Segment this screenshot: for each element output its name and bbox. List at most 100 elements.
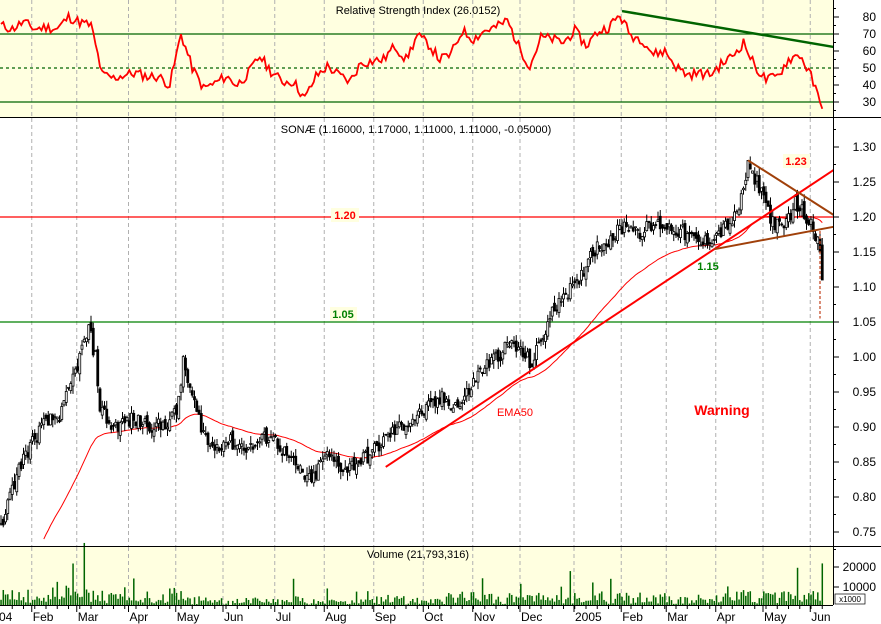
volume-bar (711, 599, 713, 605)
volume-bar (603, 599, 605, 605)
volume-bar (335, 601, 338, 605)
volume-bar (432, 603, 434, 605)
candle-body (424, 404, 428, 420)
volume-bar (218, 600, 221, 605)
x-tick-label: Dec (521, 610, 542, 624)
volume-bar (803, 594, 806, 605)
volume-bar (9, 599, 11, 605)
candle-body (197, 409, 201, 415)
candle-body (816, 236, 820, 244)
candle-body (321, 458, 325, 463)
volume-bar (457, 597, 459, 605)
candle-body (627, 229, 631, 232)
candle-body (393, 424, 397, 435)
candle-body (604, 243, 608, 247)
candle-body (514, 340, 518, 352)
volume-bar (520, 583, 522, 605)
volume-bar (569, 571, 572, 605)
candle-body (431, 398, 435, 401)
candle-body (755, 175, 759, 182)
candle-body (220, 448, 223, 451)
candle-body (640, 236, 644, 241)
volume-bar (787, 591, 790, 605)
candle-body (251, 446, 255, 450)
candle-body (316, 463, 320, 481)
candle-body (152, 429, 156, 437)
candle-body (6, 499, 10, 514)
candle-body (211, 441, 214, 446)
candle-body (481, 371, 484, 374)
ema50-line (43, 215, 823, 540)
volume-bar (254, 597, 257, 605)
volume-bar (205, 597, 207, 605)
candle-body (40, 422, 43, 426)
volume-bar (767, 593, 770, 605)
candle-body (323, 455, 327, 460)
candle-body (105, 408, 109, 424)
volume-bar (819, 600, 821, 605)
volume-bar (133, 578, 135, 605)
volume-bar (407, 603, 410, 605)
candle-body (798, 207, 802, 212)
volume-bar (200, 600, 203, 605)
volume-bar (515, 596, 518, 605)
candle-body (94, 350, 97, 352)
volume-bar (162, 594, 164, 605)
volume-bar (130, 600, 133, 605)
candle-body (685, 233, 689, 244)
volume-bar (202, 600, 205, 605)
volume-bar (799, 600, 801, 605)
volume-bar (506, 597, 509, 605)
candle-body (118, 422, 122, 436)
volume-bar (79, 597, 81, 605)
candle-body (22, 453, 25, 465)
volume-bar (124, 587, 126, 605)
volume-bar (677, 599, 680, 605)
candle-body (364, 450, 367, 453)
volume-bar (529, 595, 531, 605)
candle-body (226, 442, 230, 445)
candle-body (800, 204, 804, 210)
candle-body (769, 204, 772, 224)
candle-body (103, 405, 106, 410)
volume-bar (578, 597, 581, 605)
candle-body (519, 346, 523, 349)
volume-bar (486, 599, 488, 605)
volume-bar (128, 597, 131, 605)
volume-bar (43, 597, 45, 605)
volume-bar (328, 600, 331, 605)
volume-bar (193, 597, 196, 605)
candle-body (267, 440, 271, 443)
volume-bar (466, 601, 468, 605)
candle-body (53, 416, 57, 419)
volume-bar (511, 594, 513, 605)
volume-bar (713, 600, 716, 605)
volume-bar (648, 601, 650, 605)
volume-bar (398, 598, 401, 605)
volume-bar (92, 590, 95, 605)
candle-body (375, 441, 379, 447)
volume-bar (670, 600, 673, 605)
candle-body (202, 430, 205, 432)
volume-bar (758, 598, 761, 605)
candle-body (190, 390, 194, 396)
volume-bar (594, 595, 596, 605)
candle-body (368, 454, 372, 466)
candle-body (283, 446, 286, 455)
volume-bar (544, 600, 547, 605)
volume-bar (139, 599, 142, 605)
candle-body (742, 187, 745, 191)
volume-bar (742, 590, 745, 605)
candle-body (526, 351, 529, 358)
candle-body (4, 513, 7, 523)
x-tick-label: Oct (424, 610, 443, 624)
candle-body (726, 218, 730, 230)
volume-bar (551, 598, 554, 605)
volume-bar (666, 602, 668, 605)
candle-body (667, 223, 671, 228)
candle-body (575, 279, 579, 281)
candle-body (744, 179, 748, 185)
candle-body (537, 341, 541, 344)
volume-bar (434, 599, 437, 605)
volume-bar (565, 599, 567, 605)
